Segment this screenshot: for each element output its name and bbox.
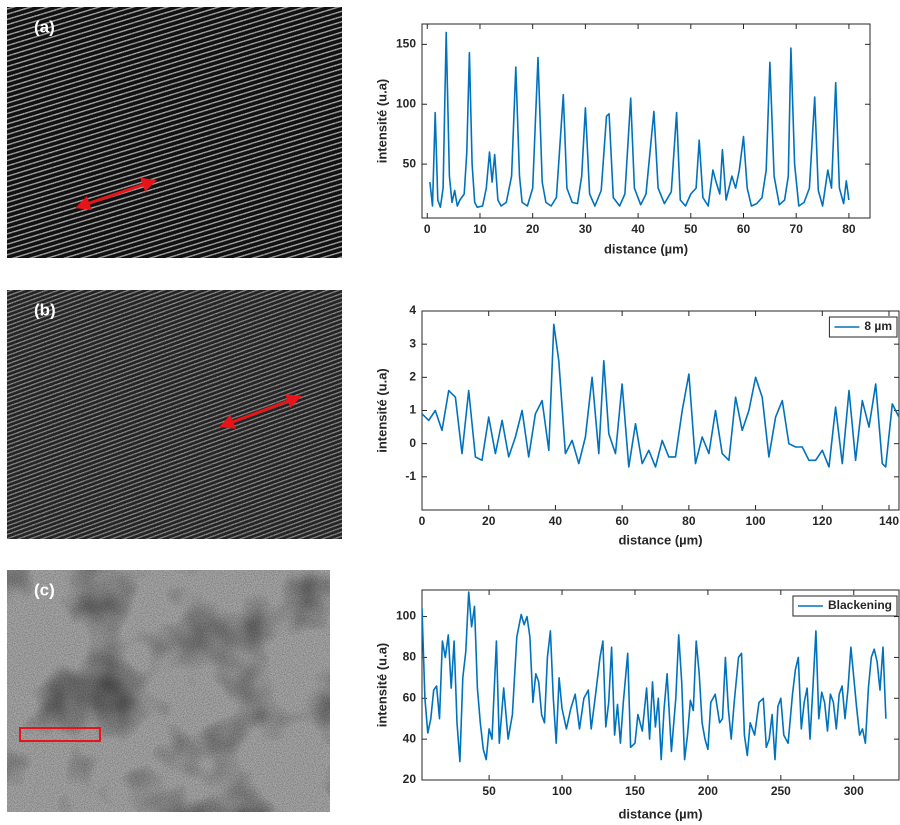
y-tick-label: 1 — [409, 403, 416, 417]
legend-label: Blackening — [828, 598, 892, 612]
panel-label: (b) — [34, 300, 56, 319]
x-tick-label: 0 — [424, 222, 431, 236]
x-tick-label: 60 — [737, 222, 751, 236]
x-tick-label: 50 — [482, 784, 496, 798]
x-tick-label: 60 — [615, 514, 629, 528]
data-line — [422, 591, 887, 763]
x-tick-label: 40 — [549, 514, 563, 528]
plot — [422, 591, 887, 763]
legend-label: 8 µm — [864, 319, 892, 333]
plot-area — [421, 310, 900, 511]
legend: Blackening — [792, 595, 898, 617]
x-tick-label: 10 — [473, 222, 487, 236]
y-axis-label: intensité (u.a) — [374, 368, 389, 453]
y-tick-label: 4 — [409, 303, 416, 317]
x-tick-label: 70 — [790, 222, 804, 236]
y-tick-label: 100 — [396, 609, 416, 623]
x-tick-label: 100 — [746, 514, 766, 528]
micrograph-c — [7, 570, 330, 812]
y-tick-label: 2 — [409, 370, 416, 384]
y-axis-label: intensité (u.a) — [374, 79, 389, 164]
chart: 0 10 20 30 40 50 60 70 80 50 100 150 distance (µm) in… — [374, 23, 871, 256]
y-tick-label: 60 — [403, 690, 417, 704]
y-tick-label: 50 — [403, 156, 417, 170]
x-tick-label: 140 — [879, 514, 899, 528]
x-tick-label: 100 — [552, 784, 572, 798]
chart: 0 20 40 60 80 100 120 140 -1 0 1 2 3 4 distance (µm) in… — [374, 303, 900, 547]
micrograph-a — [7, 7, 342, 258]
x-axis-label: distance (µm) — [618, 532, 702, 547]
plot — [422, 323, 899, 468]
data-line — [429, 31, 850, 208]
x-tick-label: 120 — [812, 514, 832, 528]
micrograph-b — [7, 290, 342, 539]
y-tick-label: 80 — [403, 650, 417, 664]
data-line — [422, 323, 899, 468]
x-tick-label: 0 — [419, 514, 426, 528]
x-tick-label: 200 — [698, 784, 718, 798]
x-tick-label: 30 — [579, 222, 593, 236]
y-tick-label: 100 — [396, 96, 416, 110]
x-axis-label: distance (µm) — [604, 241, 688, 256]
x-tick-label: 150 — [625, 784, 645, 798]
x-tick-label: 20 — [482, 514, 496, 528]
plot — [429, 31, 850, 208]
panel-label: (c) — [34, 580, 55, 599]
legend: 8 µm — [828, 316, 898, 338]
chart: 50 100 150 200 250 300 20 40 60 80 100 distance (µm… — [374, 589, 900, 821]
y-tick-label: 20 — [403, 772, 417, 786]
x-tick-label: 250 — [771, 784, 791, 798]
y-tick-label: 40 — [403, 731, 417, 745]
legend-box — [792, 595, 898, 617]
panel-label: (a) — [34, 17, 55, 36]
x-tick-label: 40 — [631, 222, 645, 236]
y-axis-label: intensité (u.a) — [374, 643, 389, 728]
x-tick-label: 50 — [684, 222, 698, 236]
y-tick-label: -1 — [405, 469, 416, 483]
legend-box — [828, 316, 898, 338]
x-tick-label: 20 — [526, 222, 540, 236]
x-axis-label: distance (µm) — [618, 806, 702, 821]
x-tick-label: 80 — [682, 514, 696, 528]
y-tick-label: 3 — [409, 336, 416, 350]
y-tick-label: 150 — [396, 37, 416, 51]
x-tick-label: 300 — [844, 784, 864, 798]
x-tick-label: 80 — [842, 222, 856, 236]
y-tick-label: 0 — [409, 436, 416, 450]
